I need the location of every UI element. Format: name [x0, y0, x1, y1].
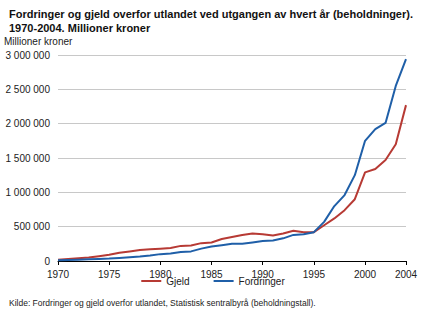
svg-text:0: 0 — [44, 256, 50, 267]
svg-text:2 500 000: 2 500 000 — [6, 84, 51, 95]
svg-text:1970-2004. Millioner kroner: 1970-2004. Millioner kroner — [9, 22, 151, 34]
svg-text:Fordringer: Fordringer — [239, 276, 286, 287]
svg-text:1 500 000: 1 500 000 — [6, 153, 51, 164]
svg-text:500 000: 500 000 — [14, 221, 51, 232]
svg-text:1990: 1990 — [251, 268, 274, 280]
svg-text:2004: 2004 — [395, 269, 418, 280]
svg-text:3 000 000: 3 000 000 — [6, 50, 51, 61]
svg-text:1985: 1985 — [200, 269, 223, 280]
svg-text:1970: 1970 — [47, 269, 70, 280]
svg-text:1980: 1980 — [149, 268, 172, 280]
svg-text:1995: 1995 — [303, 269, 326, 280]
svg-text:2000: 2000 — [354, 269, 377, 280]
svg-text:1 000 000: 1 000 000 — [6, 187, 51, 198]
svg-text:Fordringer og gjeld overfor ut: Fordringer og gjeld overfor utlandet ved… — [9, 8, 416, 20]
svg-text:Gjeld: Gjeld — [166, 276, 189, 287]
svg-text:Millioner kroner: Millioner kroner — [4, 36, 73, 47]
svg-text:2 000 000: 2 000 000 — [6, 118, 51, 129]
svg-text:Kilde: Fordringer og gjeld ove: Kilde: Fordringer og gjeld overfor utlan… — [9, 298, 316, 308]
svg-text:1975: 1975 — [98, 269, 121, 280]
